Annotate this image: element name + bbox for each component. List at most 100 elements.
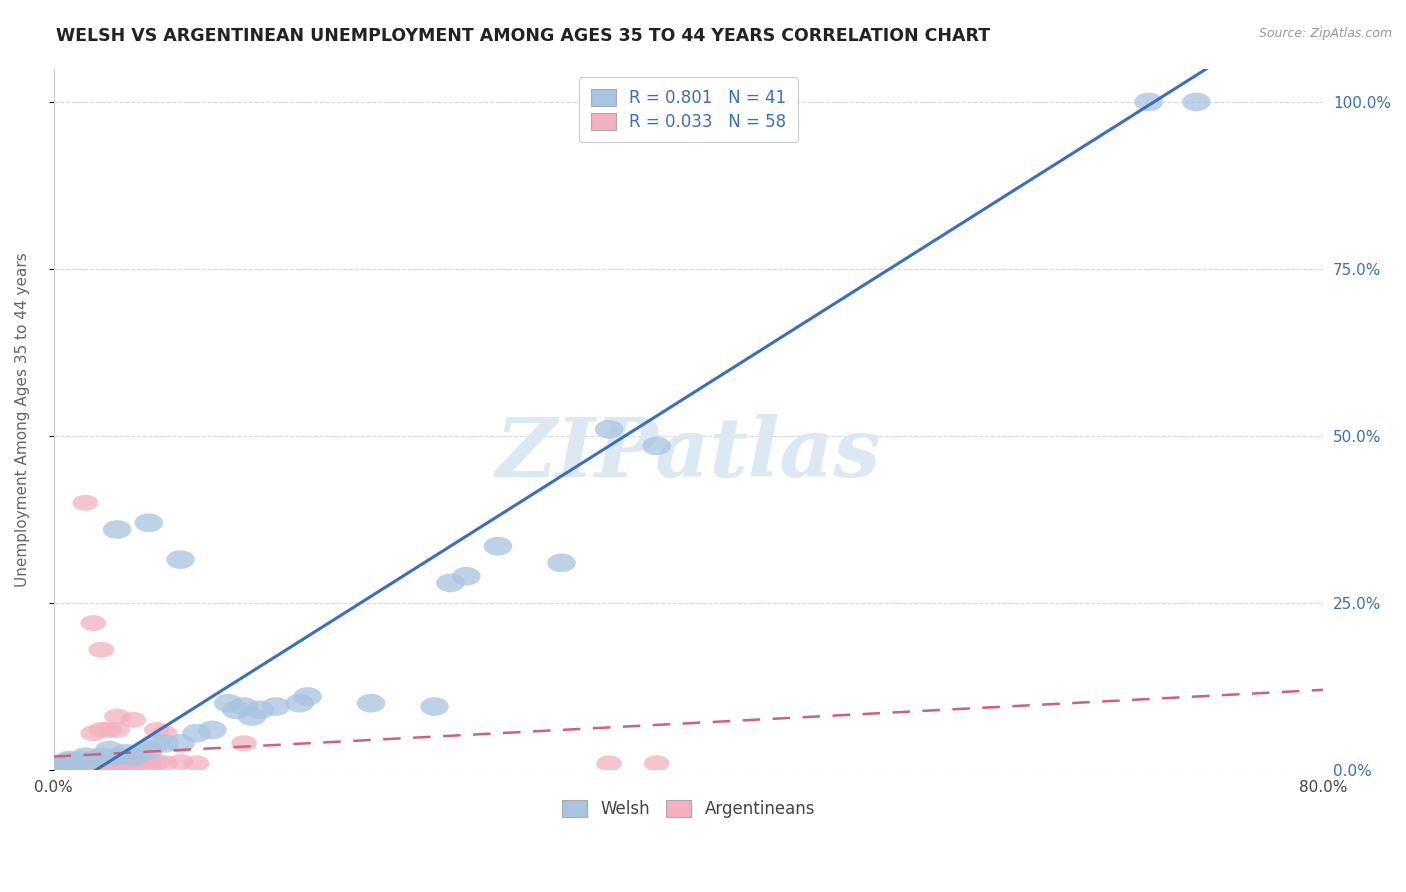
Ellipse shape: [357, 694, 385, 713]
Ellipse shape: [451, 567, 481, 586]
Ellipse shape: [262, 698, 290, 716]
Ellipse shape: [184, 756, 209, 772]
Ellipse shape: [436, 574, 464, 592]
Ellipse shape: [238, 707, 266, 726]
Text: WELSH VS ARGENTINEAN UNEMPLOYMENT AMONG AGES 35 TO 44 YEARS CORRELATION CHART: WELSH VS ARGENTINEAN UNEMPLOYMENT AMONG …: [56, 27, 990, 45]
Ellipse shape: [111, 744, 139, 763]
Ellipse shape: [55, 756, 80, 772]
Ellipse shape: [135, 740, 163, 759]
Ellipse shape: [60, 756, 86, 772]
Ellipse shape: [128, 754, 153, 770]
Ellipse shape: [56, 756, 83, 772]
Ellipse shape: [55, 751, 84, 769]
Ellipse shape: [80, 615, 105, 631]
Ellipse shape: [420, 698, 449, 716]
Ellipse shape: [596, 756, 621, 772]
Ellipse shape: [73, 756, 98, 772]
Ellipse shape: [62, 754, 87, 770]
Ellipse shape: [595, 420, 623, 439]
Ellipse shape: [96, 722, 122, 738]
Ellipse shape: [67, 751, 97, 769]
Ellipse shape: [80, 725, 105, 741]
Ellipse shape: [246, 700, 274, 719]
Ellipse shape: [104, 722, 129, 738]
Ellipse shape: [45, 756, 72, 772]
Ellipse shape: [484, 537, 512, 556]
Ellipse shape: [89, 642, 114, 657]
Ellipse shape: [67, 754, 93, 770]
Ellipse shape: [103, 747, 131, 766]
Ellipse shape: [198, 721, 226, 739]
Ellipse shape: [49, 754, 75, 770]
Ellipse shape: [101, 754, 127, 770]
Ellipse shape: [104, 708, 129, 724]
Ellipse shape: [89, 722, 114, 738]
Ellipse shape: [59, 753, 87, 772]
Ellipse shape: [87, 747, 115, 766]
Ellipse shape: [70, 754, 97, 770]
Ellipse shape: [76, 754, 101, 770]
Ellipse shape: [53, 754, 79, 770]
Ellipse shape: [1182, 93, 1211, 112]
Ellipse shape: [644, 756, 669, 772]
Ellipse shape: [58, 754, 84, 770]
Ellipse shape: [69, 756, 96, 772]
Ellipse shape: [152, 756, 177, 772]
Ellipse shape: [166, 550, 195, 569]
Ellipse shape: [66, 756, 91, 772]
Ellipse shape: [51, 756, 76, 772]
Ellipse shape: [73, 495, 98, 511]
Ellipse shape: [52, 753, 80, 772]
Ellipse shape: [1135, 93, 1163, 112]
Ellipse shape: [118, 747, 148, 766]
Ellipse shape: [229, 698, 259, 716]
Ellipse shape: [152, 725, 177, 741]
Ellipse shape: [150, 734, 179, 753]
Ellipse shape: [51, 754, 76, 770]
Ellipse shape: [143, 754, 170, 770]
Ellipse shape: [136, 756, 162, 772]
Ellipse shape: [294, 687, 322, 706]
Ellipse shape: [112, 756, 138, 772]
Ellipse shape: [56, 752, 83, 768]
Legend: Welsh, Argentineans: Welsh, Argentineans: [555, 793, 823, 825]
Ellipse shape: [285, 694, 314, 713]
Ellipse shape: [63, 754, 91, 772]
Ellipse shape: [142, 734, 172, 753]
Ellipse shape: [96, 756, 122, 772]
Ellipse shape: [127, 744, 155, 763]
Ellipse shape: [107, 754, 134, 770]
Ellipse shape: [143, 722, 170, 738]
Ellipse shape: [547, 554, 576, 573]
Ellipse shape: [48, 754, 76, 772]
Ellipse shape: [53, 756, 79, 772]
Ellipse shape: [52, 756, 77, 772]
Ellipse shape: [643, 436, 671, 455]
Ellipse shape: [82, 754, 108, 770]
Ellipse shape: [183, 724, 211, 743]
Ellipse shape: [48, 756, 73, 772]
Ellipse shape: [52, 754, 77, 770]
Ellipse shape: [120, 756, 146, 772]
Ellipse shape: [79, 756, 104, 772]
Ellipse shape: [91, 756, 117, 772]
Ellipse shape: [72, 747, 100, 766]
Ellipse shape: [104, 756, 129, 772]
Ellipse shape: [79, 751, 108, 769]
Ellipse shape: [49, 756, 75, 772]
Ellipse shape: [55, 754, 80, 770]
Ellipse shape: [166, 734, 195, 753]
Text: ZIPatlas: ZIPatlas: [496, 414, 882, 494]
Ellipse shape: [214, 694, 242, 713]
Ellipse shape: [231, 735, 257, 751]
Ellipse shape: [103, 520, 131, 539]
Ellipse shape: [167, 754, 194, 770]
Ellipse shape: [65, 754, 90, 770]
Text: Source: ZipAtlas.com: Source: ZipAtlas.com: [1258, 27, 1392, 40]
Y-axis label: Unemployment Among Ages 35 to 44 years: Unemployment Among Ages 35 to 44 years: [15, 252, 30, 587]
Ellipse shape: [222, 700, 250, 719]
Ellipse shape: [63, 756, 89, 772]
Ellipse shape: [94, 740, 124, 759]
Ellipse shape: [120, 712, 146, 728]
Ellipse shape: [86, 756, 111, 772]
